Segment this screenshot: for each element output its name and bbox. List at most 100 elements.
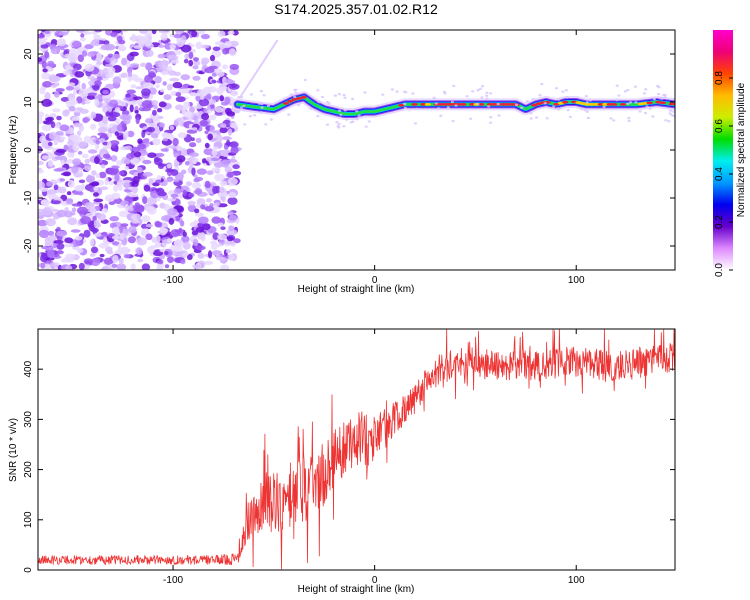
ridge-scatter: [237, 96, 241, 99]
noise-blob: [213, 202, 220, 207]
noise-blob: [83, 258, 94, 265]
ridge-scatter: [557, 98, 561, 101]
noise-blob: [160, 33, 168, 41]
noise-blob: [41, 98, 53, 107]
noise-blob: [222, 76, 227, 85]
ridge-scatter: [586, 116, 591, 120]
noise-blob: [138, 30, 148, 34]
noise-blob: [74, 71, 85, 78]
noise-blob: [71, 116, 80, 121]
ridge-scatter: [439, 114, 443, 118]
noise-blob: [156, 68, 163, 73]
noise-blob: [180, 74, 191, 81]
ridge-scatter: [672, 98, 675, 101]
noise-blob: [204, 142, 210, 149]
noise-blob: [142, 172, 153, 177]
noise-blob: [130, 84, 137, 89]
noise-blob: [118, 257, 124, 265]
noise-blob: [191, 230, 199, 236]
noise-blob: [161, 70, 169, 76]
noise-blob: [50, 84, 57, 88]
noise-blob: [101, 265, 109, 270]
noise-blob: [162, 137, 168, 142]
noise-blob: [120, 223, 129, 227]
noise-blob: [131, 33, 136, 42]
noise-blob: [38, 160, 44, 166]
noise-blob: [90, 181, 100, 187]
noise-blob: [158, 30, 166, 33]
noise-blob: [176, 245, 183, 253]
ridge-scatter: [672, 110, 675, 113]
ridge-scatter: [432, 96, 436, 100]
noise-blob: [227, 171, 234, 178]
noise-blob: [38, 194, 43, 201]
y-tick-label: 300: [23, 411, 34, 428]
noise-blob: [134, 202, 140, 206]
noise-blob: [206, 109, 212, 114]
noise-blob: [143, 138, 150, 143]
noise-blob: [71, 207, 77, 213]
noise-blob: [198, 216, 209, 224]
noise-blob: [63, 144, 69, 151]
noise-blob: [38, 111, 45, 118]
snr-frame: [37, 328, 676, 571]
ridge-scatter: [248, 115, 252, 118]
ridge-scatter: [658, 96, 662, 100]
noise-blob: [174, 50, 183, 55]
noise-blob: [207, 133, 213, 141]
ridge-scatter: [242, 104, 246, 108]
noise-blob: [100, 133, 109, 139]
noise-blob: [80, 216, 91, 225]
noise-blob: [131, 219, 140, 224]
noise-blob: [99, 186, 109, 190]
ridge-scatter: [469, 117, 473, 121]
ridge-scatter: [627, 116, 631, 120]
noise-blob: [82, 117, 89, 124]
noise-blob: [149, 112, 159, 120]
ridge-scatter: [538, 94, 542, 97]
ridge-scatter: [294, 91, 298, 95]
noise-blob: [219, 186, 225, 194]
noise-blob: [70, 212, 76, 216]
noise-blob: [203, 148, 214, 156]
noise-blob: [227, 236, 234, 242]
noise-blob: [103, 257, 113, 265]
noise-blob: [64, 207, 69, 212]
noise-blob: [92, 38, 100, 46]
ridge-peak: [500, 103, 507, 106]
ridge-scatter: [303, 78, 307, 82]
ridge-scatter: [663, 96, 667, 99]
ridge-peak: [606, 103, 613, 106]
y-tick-label: 200: [23, 461, 34, 478]
noise-blob: [102, 236, 108, 245]
noise-blob: [157, 44, 165, 48]
noise-blob: [170, 59, 180, 64]
noise-blob: [60, 159, 65, 166]
noise-blob: [78, 262, 85, 270]
noise-blob: [141, 88, 151, 96]
noise-blob: [144, 38, 153, 47]
ridge-scatter: [529, 112, 533, 115]
noise-blob: [220, 226, 226, 230]
noise-blob: [102, 67, 109, 76]
y-tick-label: 400: [23, 360, 34, 377]
ridge-peak: [442, 103, 449, 106]
noise-blob: [53, 184, 59, 191]
noise-blob: [136, 247, 143, 256]
noise-blob: [44, 51, 50, 59]
noise-blob: [169, 125, 175, 131]
noise-blob: [100, 164, 106, 169]
ridge-scatter: [623, 90, 628, 93]
noise-blob: [112, 241, 119, 246]
noise-blob: [214, 173, 226, 182]
noise-blob: [228, 253, 235, 261]
ridge-scatter: [403, 90, 407, 94]
noise-blob: [87, 52, 96, 57]
noise-blob: [50, 262, 55, 268]
noise-blob: [45, 257, 55, 261]
noise-blob: [164, 264, 170, 269]
noise-blob: [94, 80, 102, 86]
noise-blob: [120, 72, 128, 79]
noise-blob: [225, 107, 232, 115]
noise-blob: [111, 165, 120, 169]
